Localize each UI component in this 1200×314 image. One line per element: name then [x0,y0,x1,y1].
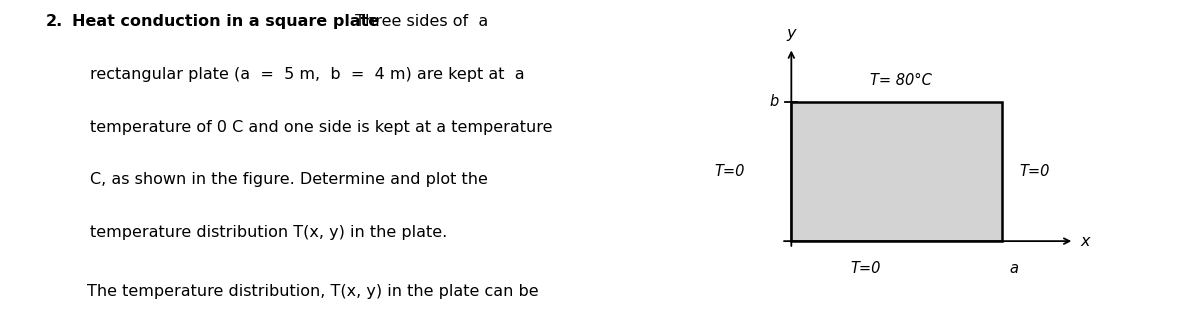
Text: x: x [1080,234,1090,249]
Text: T=0: T=0 [850,262,881,276]
Text: The temperature distribution, T(x, y) in the plate can be: The temperature distribution, T(x, y) in… [46,284,539,299]
Text: temperature of 0 C and one side is kept at a temperature: temperature of 0 C and one side is kept … [90,120,552,135]
Text: Three sides of  a: Three sides of a [350,14,488,29]
Text: T= 80°C: T= 80°C [870,73,932,88]
Text: a: a [1009,262,1019,276]
Text: C, as shown in the figure. Determine and plot the: C, as shown in the figure. Determine and… [90,172,488,187]
Bar [791,101,1002,241]
Text: temperature distribution T(x, y) in the plate.: temperature distribution T(x, y) in the … [90,225,448,240]
Text: Heat conduction in a square plate: Heat conduction in a square plate [72,14,379,29]
Text: rectangular plate (a  =  5 m,  b  =  4 m) are kept at  a: rectangular plate (a = 5 m, b = 4 m) are… [90,67,524,82]
Text: T=0: T=0 [1019,164,1050,179]
Text: T=0: T=0 [714,164,745,179]
Text: b: b [769,94,779,109]
Text: y: y [786,26,796,41]
Text: 2.: 2. [46,14,62,29]
